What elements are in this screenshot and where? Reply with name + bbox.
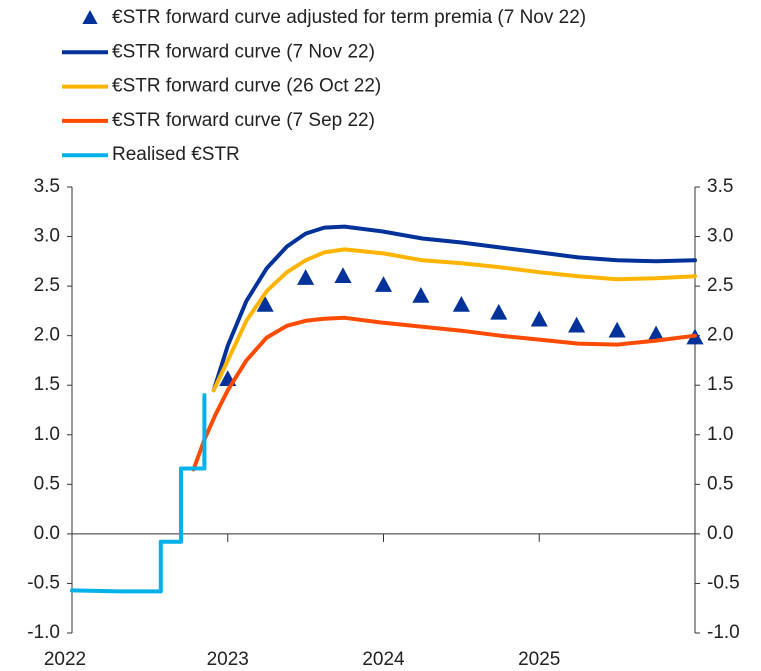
y-tick-label: 2.5 (34, 275, 60, 296)
legend-label: €STR forward curve (7 Nov 22) (112, 41, 375, 62)
series-line (70, 393, 207, 594)
triangle-marker (647, 325, 665, 342)
y2-tick-label: 0.5 (707, 473, 733, 494)
triangle-marker (334, 267, 352, 283)
triangle-marker (490, 303, 508, 320)
triangle-marker (452, 295, 470, 312)
legend-label: €STR forward curve adjusted for term pre… (112, 7, 586, 28)
triangle-marker (608, 321, 626, 338)
y-tick-label: -0.5 (27, 572, 60, 593)
triangle-marker (297, 269, 315, 285)
legend-label: €STR forward curve (26 Oct 22) (112, 76, 381, 97)
legend-label: €STR forward curve (7 Sep 22) (112, 110, 375, 131)
y2-tick-label: 1.5 (707, 374, 733, 395)
x-tick-label: 2025 (518, 649, 560, 670)
y2-tick-label: 3.0 (707, 226, 733, 247)
legend-marker (82, 10, 98, 24)
y-tick-label: 0.5 (34, 473, 60, 494)
y2-tick-label: 3.5 (707, 176, 733, 197)
triangle-marker (568, 316, 586, 333)
y2-tick-label: 2.5 (707, 275, 733, 296)
y2-tick-label: 0.0 (707, 523, 733, 544)
triangle-marker (530, 310, 548, 327)
series-line (191, 315, 697, 472)
y-tick-label: 3.0 (34, 226, 60, 247)
y-tick-label: 1.5 (34, 374, 60, 395)
triangle-marker (412, 287, 430, 303)
x-tick-label: 2024 (362, 649, 405, 670)
y2-tick-label: -0.5 (707, 572, 740, 593)
legend-label: Realised €STR (112, 144, 240, 165)
series-line (211, 247, 697, 393)
series-line (211, 224, 697, 393)
x-tick-label: 2022 (44, 649, 86, 670)
y-tick-label: 1.0 (34, 424, 60, 445)
triangle-marker (374, 276, 393, 292)
y2-tick-label: -1.0 (707, 622, 740, 643)
y-tick-label: 0.0 (34, 523, 60, 544)
y2-tick-label: 1.0 (707, 424, 733, 445)
y2-tick-label: 2.0 (707, 325, 733, 346)
y-tick-label: 2.0 (34, 325, 60, 346)
y-tick-label: -1.0 (27, 622, 60, 643)
y-tick-label: 3.5 (34, 176, 60, 197)
triangle-marker (256, 295, 274, 312)
x-tick-label: 2023 (207, 649, 249, 670)
